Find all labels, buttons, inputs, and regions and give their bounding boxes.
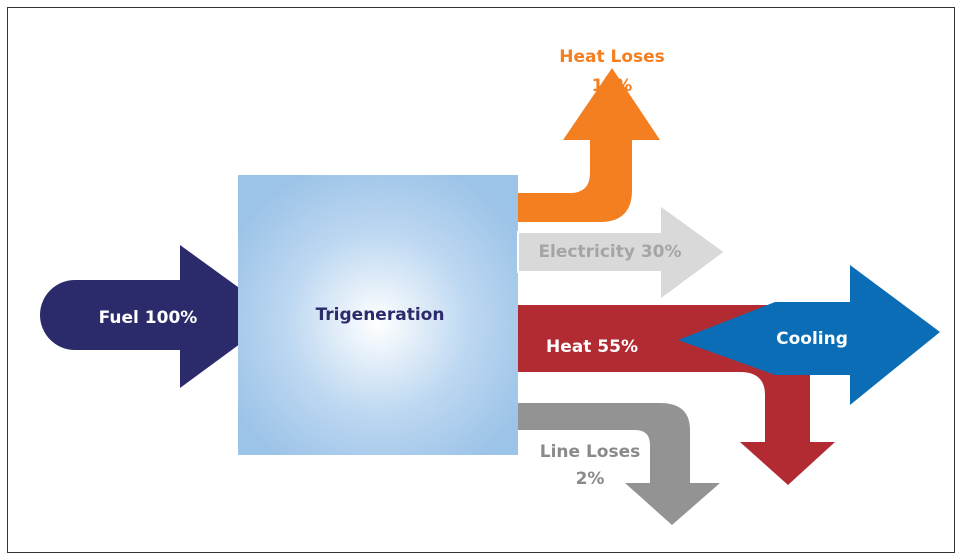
line-loss-arrow — [518, 403, 720, 525]
trigeneration-box — [238, 175, 518, 455]
cooling-arrow — [678, 265, 940, 405]
cooling-label: Cooling — [776, 329, 848, 349]
line-loss-label: Line Loses — [540, 442, 641, 462]
heat-loss-percent: 13% — [592, 76, 633, 96]
heat-loss-label: Heat Loses — [559, 47, 665, 67]
heat-label: Heat 55% — [546, 337, 638, 357]
heat-loss-arrow — [518, 68, 660, 222]
electricity-arrow — [517, 203, 727, 302]
trigeneration-label: Trigeneration — [316, 305, 445, 325]
electricity-label: Electricity 30% — [538, 242, 681, 262]
fuel-label: Fuel 100% — [99, 308, 198, 328]
line-loss-percent: 2% — [576, 469, 605, 489]
fuel-arrow — [40, 245, 278, 388]
